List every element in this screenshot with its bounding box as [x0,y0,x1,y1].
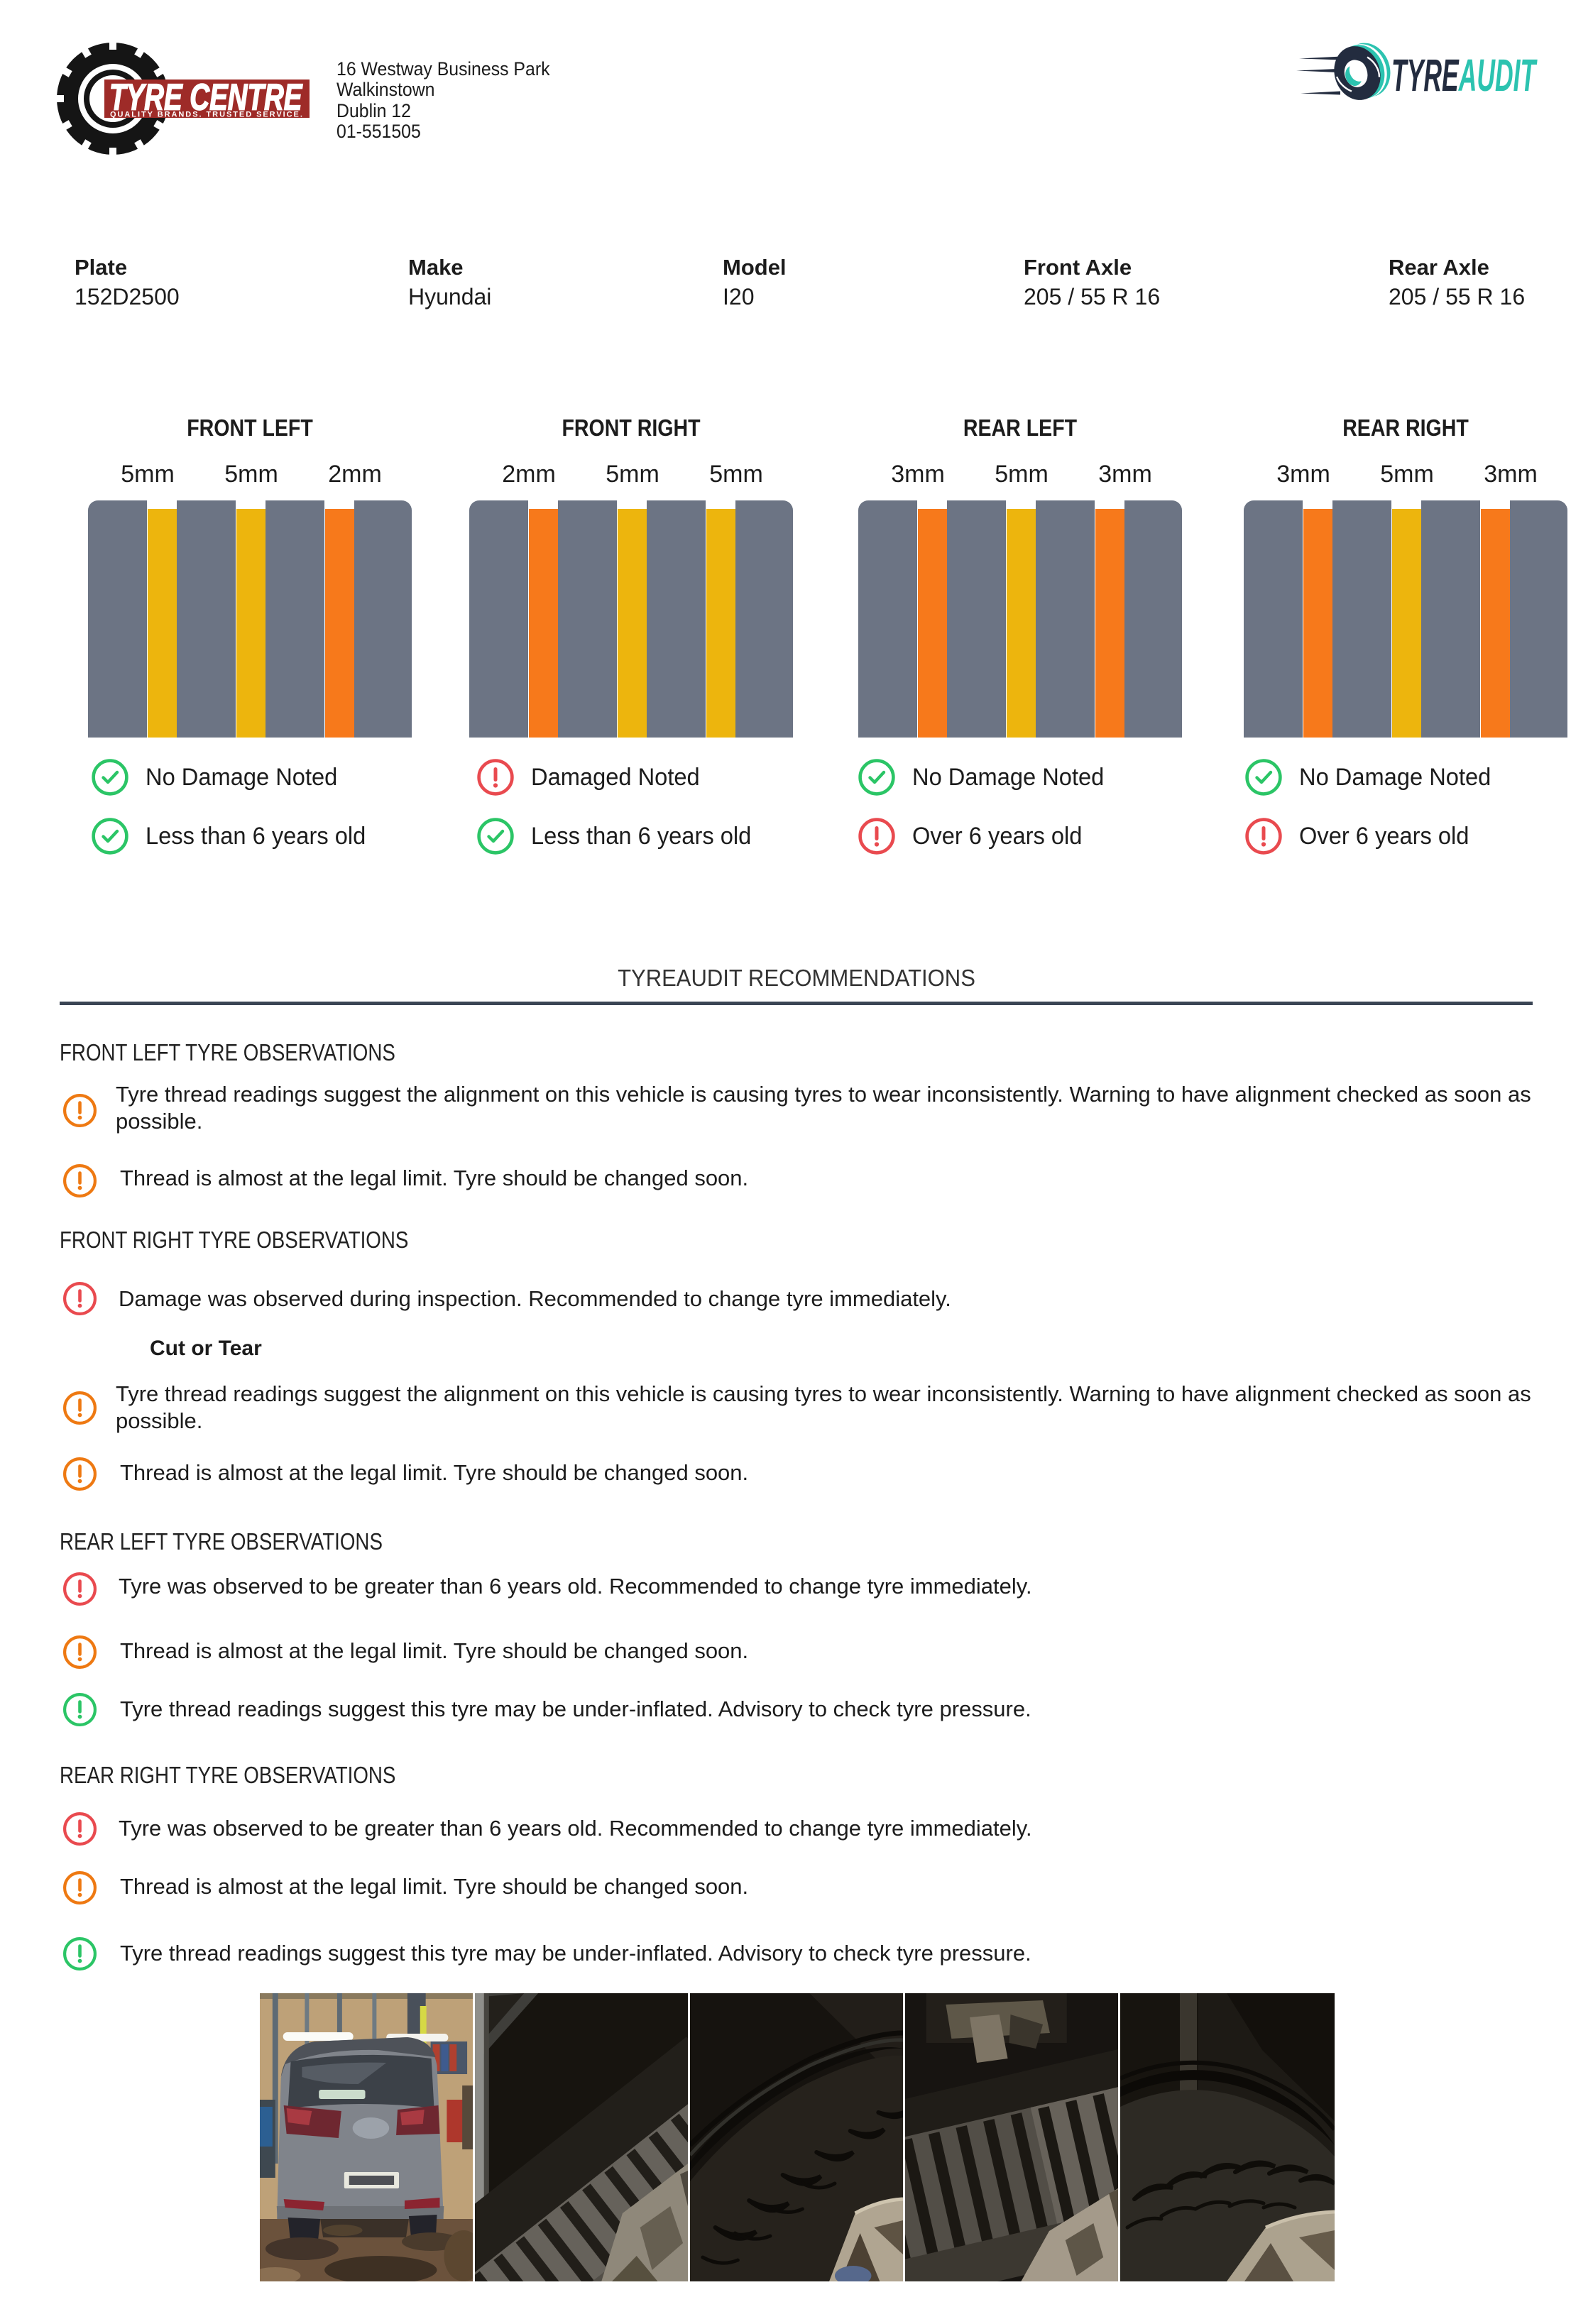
svg-text:TYREAUDIT: TYREAUDIT [1391,50,1538,101]
svg-text:TYRE CENTRE: TYRE CENTRE [109,77,303,118]
svg-text:QUALITY BRANDS. TRUSTED SERVIC: QUALITY BRANDS. TRUSTED SERVICE. [110,110,304,119]
